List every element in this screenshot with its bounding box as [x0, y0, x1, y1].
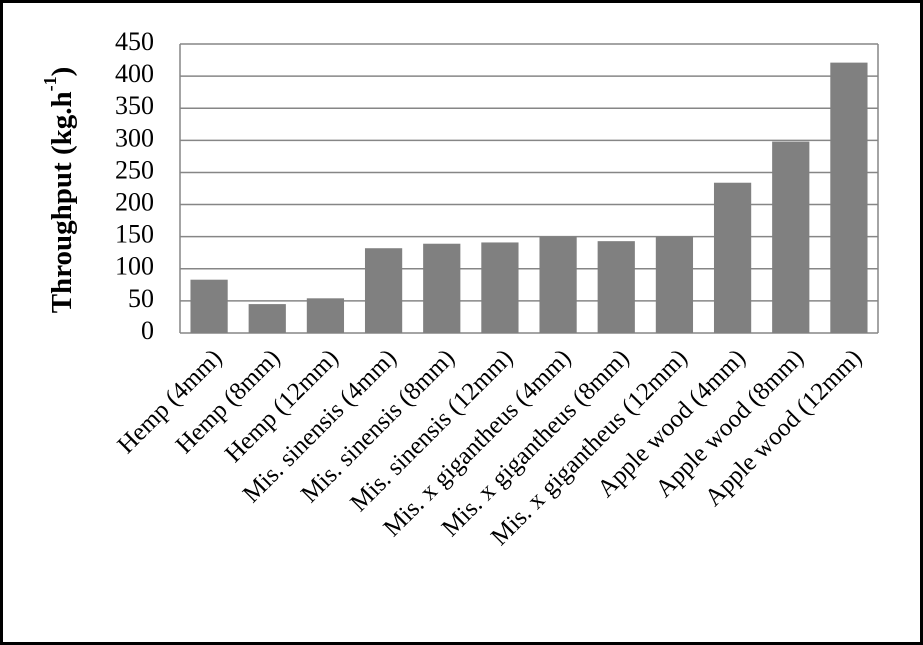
- bar: [772, 141, 810, 333]
- y-tick-label: 400: [115, 59, 154, 88]
- bar: [713, 182, 752, 333]
- y-tick-label: 50: [128, 284, 154, 313]
- bar: [597, 241, 635, 333]
- bar: [190, 279, 228, 333]
- y-tick-label: 300: [115, 123, 154, 152]
- bar: [364, 248, 403, 333]
- bar: [248, 304, 286, 333]
- bar: [481, 242, 519, 333]
- bar: [306, 298, 345, 333]
- y-tick-label: 0: [141, 316, 154, 345]
- y-tick-label: 450: [115, 27, 154, 56]
- y-tick-label: 100: [115, 252, 154, 281]
- y-tick-label: 250: [115, 155, 154, 184]
- y-label-suffix: ): [46, 67, 78, 77]
- bar: [655, 236, 694, 333]
- bar: [423, 243, 461, 333]
- y-tick-label: 350: [115, 91, 154, 120]
- y-axis-label: Throughput (kg.h-1): [40, 67, 78, 314]
- y-label-superscript: -1: [40, 76, 60, 91]
- y-label-text: Throughput (kg.h: [46, 91, 78, 313]
- bar: [539, 236, 577, 333]
- y-tick-label: 150: [115, 220, 154, 249]
- bar: [830, 62, 868, 333]
- y-tick-label: 200: [115, 188, 154, 217]
